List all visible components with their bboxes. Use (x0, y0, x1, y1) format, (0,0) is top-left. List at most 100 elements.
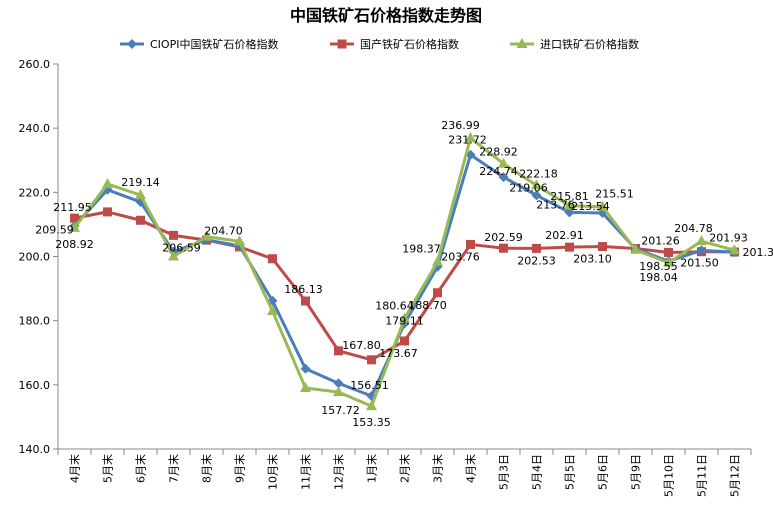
data-point (564, 199, 575, 210)
legend: CIOPI中国铁矿石价格指数 国产铁矿石价格指数 进口铁矿石价格指数 (120, 37, 639, 51)
x-tick-label: 5月11日 (696, 454, 709, 497)
data-label: 153.35 (352, 416, 391, 429)
data-label: 231.72 (448, 134, 487, 147)
data-label: 209.59 (35, 224, 74, 237)
data-point (201, 230, 212, 241)
data-label: 198.37 (402, 243, 441, 256)
data-label: 186.13 (284, 283, 323, 296)
data-label: 208.92 (55, 238, 94, 251)
data-point (334, 346, 343, 356)
data-point (564, 207, 575, 218)
x-tick-label: 2月末 (398, 454, 412, 483)
data-label: 203.76 (441, 250, 480, 263)
data-point (168, 250, 179, 261)
data-label: 204.70 (204, 224, 243, 237)
data-label: 211.95 (53, 201, 92, 214)
data-point (598, 242, 607, 252)
series-3 (69, 131, 740, 411)
x-tick-label: 6月末 (134, 454, 148, 483)
data-label: 213.54 (571, 200, 610, 213)
data-point (300, 363, 311, 374)
chart-title: 中国铁矿石价格指数走势图 (290, 6, 482, 25)
data-label: 202.53 (517, 254, 556, 267)
data-point (532, 243, 541, 253)
data-label: 202.91 (545, 229, 584, 242)
data-point (531, 179, 542, 190)
series-2 (70, 207, 739, 365)
data-point (267, 305, 278, 316)
x-tick-label: 9月末 (233, 454, 247, 483)
x-tick-label: 5月3日 (498, 454, 511, 490)
data-label: 198.04 (639, 271, 678, 284)
data-point (400, 336, 409, 346)
y-tick-label: 180.0 (19, 315, 51, 328)
data-label: 157.72 (321, 404, 360, 417)
data-point (696, 245, 707, 256)
data-label: 202.59 (484, 231, 523, 244)
x-tick-label: 5月6日 (597, 454, 610, 490)
data-point (498, 172, 509, 183)
data-point (531, 190, 542, 201)
x-tick-label: 8月末 (200, 454, 214, 483)
data-point (69, 221, 80, 232)
legend-marker (127, 39, 137, 49)
legend-item: CIOPI中国铁矿石价格指数 (120, 37, 278, 51)
legend-label: 进口铁矿石价格指数 (540, 37, 639, 51)
data-label: 188.70 (408, 299, 447, 312)
data-point (498, 157, 509, 168)
data-point (630, 243, 641, 254)
y-tick-label: 240.0 (19, 122, 51, 135)
x-tick-label: 4月末 (68, 454, 82, 483)
data-point (465, 131, 476, 142)
data-point (102, 177, 113, 188)
data-point (664, 247, 673, 257)
data-label: 179.11 (385, 315, 424, 328)
data-point (333, 386, 344, 397)
data-label: 201.50 (680, 257, 719, 270)
data-point (103, 207, 112, 217)
x-tick-label: 3月末 (431, 454, 445, 483)
x-tick-label: 12月末 (332, 454, 346, 490)
x-tick-label: 5月12日 (729, 454, 742, 497)
data-label: 215.81 (550, 190, 589, 203)
y-tick-label: 140.0 (19, 443, 51, 456)
data-point (268, 254, 277, 264)
data-label: 219.06 (509, 181, 548, 194)
data-point (399, 312, 410, 323)
x-tick-label: 4月末 (464, 454, 478, 483)
legend-item: 国产铁矿石价格指数 (330, 37, 459, 51)
data-point (433, 288, 442, 298)
data-point (466, 239, 475, 249)
x-tick-label: 7月末 (167, 454, 181, 483)
data-label: 236.99 (441, 119, 480, 132)
y-tick-label: 160.0 (19, 379, 51, 392)
x-tick-label: 5月10日 (663, 454, 676, 497)
data-point (565, 242, 574, 252)
data-point (136, 215, 145, 225)
x-tick-label: 1月末 (365, 454, 379, 483)
legend-label: CIOPI中国铁矿石价格指数 (150, 37, 278, 51)
data-label: 167.80 (342, 339, 381, 352)
data-point (333, 378, 344, 389)
data-point (663, 256, 674, 267)
legend-marker (516, 38, 528, 48)
data-point (597, 200, 608, 211)
data-label: 206.59 (162, 241, 201, 254)
data-point (367, 355, 376, 365)
data-point (729, 244, 740, 255)
data-point (301, 296, 310, 306)
x-tick-label: 5月9日 (630, 454, 643, 490)
y-tick-label: 200.0 (19, 251, 51, 264)
legend-item: 进口铁矿石价格指数 (510, 37, 639, 51)
plot-area: 140.0 160.0 180.0 200.0 220.0 240.0 260.0 4月末 5月… (19, 58, 773, 497)
data-label: 180.64 (375, 300, 414, 313)
data-point (432, 255, 443, 266)
x-tick-label: 11月末 (299, 454, 313, 490)
y-tick-label: 220.0 (19, 186, 51, 199)
data-point (169, 230, 178, 240)
x-tick-label: 5月5日 (564, 454, 577, 490)
data-label: 201.93 (709, 231, 748, 244)
data-label: 222.18 (519, 167, 558, 180)
data-label: 213.76 (536, 198, 575, 211)
data-point (366, 400, 377, 411)
